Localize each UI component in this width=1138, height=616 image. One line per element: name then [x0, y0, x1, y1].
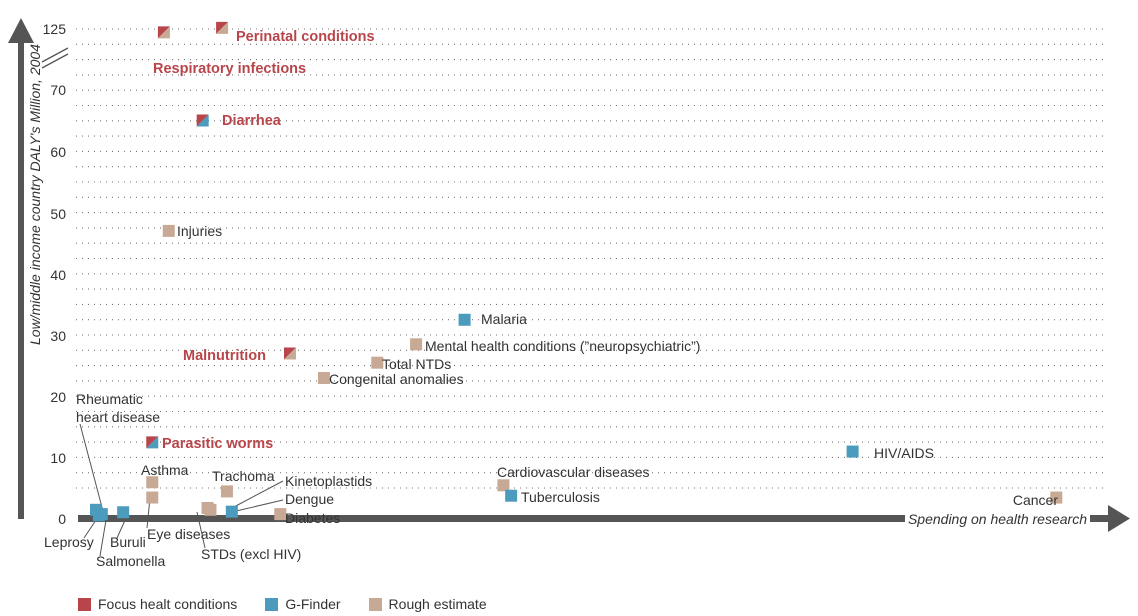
- label-kinetoplastids: Kinetoplastids: [285, 473, 372, 489]
- label-salmonella: Salmonella: [96, 553, 165, 569]
- point-respiratory-infections: [157, 26, 170, 39]
- legend-swatch-rough: [368, 597, 382, 611]
- label-respiratory-infections: Respiratory infections: [153, 61, 306, 77]
- data-points: [90, 21, 1063, 522]
- leader-line-kinetoplastids: [231, 480, 284, 509]
- legend-swatch-gfinder: [265, 597, 279, 611]
- legend-swatch-focus: [78, 597, 91, 611]
- label-mental-health-conditions-neuropsychiatric: Mental health conditions (”neuropsychiat…: [425, 338, 700, 354]
- y-tick-label: 50: [50, 206, 66, 222]
- point-salmonella: [95, 508, 108, 521]
- point-hiv-aids: [846, 445, 859, 458]
- label-diabetes: Diabetes: [285, 510, 340, 526]
- legend: Focus healt conditions G-Finder Rough es…: [78, 596, 487, 612]
- point-diabetes: [274, 508, 287, 521]
- x-axis-label: Spending on health research: [908, 511, 1087, 527]
- label-buruli: Buruli: [110, 534, 146, 550]
- point-trachoma: [220, 485, 233, 498]
- point-mental-health-conditions-neuropsychiatric: [410, 338, 423, 351]
- legend-label-gfinder: G-Finder: [285, 596, 341, 612]
- point-malaria: [458, 313, 471, 326]
- label-cancer: Cancer: [1013, 492, 1058, 508]
- label-hiv-aids: HIV/AIDS: [874, 445, 934, 461]
- y-tick-label: 20: [50, 389, 66, 405]
- label-asthma: Asthma: [141, 462, 189, 478]
- label-tuberculosis: Tuberculosis: [521, 489, 600, 505]
- grid-lines: [76, 28, 1108, 489]
- point-total-ntds: [371, 356, 384, 369]
- legend-item-gfinder: G-Finder: [265, 596, 341, 612]
- label-trachoma: Trachoma: [212, 468, 275, 484]
- y-axis-label: Low/middle income country DALY's Million…: [27, 44, 43, 345]
- point-perinatal-conditions: [216, 21, 229, 34]
- point-cancer: [1050, 491, 1063, 504]
- label-perinatal-conditions: Perinatal conditions: [236, 29, 375, 45]
- y-tick-labels: 0 10 20 30 40 50 60 70 125: [43, 21, 67, 527]
- y-tick-label: 125: [43, 21, 67, 37]
- point-kinetoplastids: [225, 505, 238, 518]
- point-diarrhea: [196, 114, 209, 127]
- legend-item-focus: Focus healt conditions: [78, 596, 237, 612]
- label-eye-diseases: Eye diseases: [147, 526, 230, 542]
- label-parasitic-worms: Parasitic worms: [162, 436, 273, 452]
- point-congenital-anomalies: [317, 372, 330, 385]
- point-injuries: [162, 224, 175, 237]
- label-diarrhea: Diarrhea: [222, 113, 282, 129]
- y-tick-label: 70: [50, 82, 66, 98]
- label-dengue: Dengue: [285, 491, 334, 507]
- label-congenital-anomalies: Congenital anomalies: [329, 371, 464, 387]
- point-cardiovascular-diseases: [497, 479, 510, 492]
- leader-line-leprosy: [83, 519, 97, 539]
- legend-label-focus: Focus healt conditions: [98, 596, 238, 612]
- point-parasitic-worms: [146, 436, 159, 449]
- legend-item-rough: Rough estimate: [368, 596, 487, 612]
- y-tick-label: 10: [50, 450, 66, 466]
- point-buruli: [117, 506, 130, 519]
- leader-line-dengue: [231, 499, 284, 513]
- y-tick-label: 0: [58, 511, 66, 527]
- point-malnutrition: [284, 347, 296, 360]
- point-labels: Perinatal conditions Respiratory infectio…: [44, 29, 1058, 569]
- point-asthma: [146, 476, 159, 489]
- label-cardiovascular-diseases: Cardiovascular diseases: [497, 464, 650, 480]
- label-stds-excl-hiv: STDs (excl HIV): [201, 546, 301, 562]
- point-dengue: [204, 503, 217, 516]
- leader-line-salmonella: [99, 519, 107, 557]
- label-malnutrition: Malnutrition: [183, 348, 266, 364]
- y-tick-label: 30: [50, 328, 66, 344]
- y-tick-label: 40: [50, 267, 66, 283]
- leader-line-rheumatic-heart-disease: [79, 423, 105, 516]
- leader-line-buruli: [116, 517, 127, 539]
- label-malaria: Malaria: [481, 311, 527, 327]
- label-injuries: Injuries: [177, 223, 222, 239]
- label-leprosy: Leprosy: [44, 534, 94, 550]
- y-tick-label: 60: [50, 144, 66, 160]
- legend-label-rough: Rough estimate: [388, 596, 487, 612]
- point-tuberculosis: [505, 489, 518, 502]
- label-total-ntds: Total NTDs: [382, 356, 451, 372]
- point-eye-diseases: [146, 491, 159, 504]
- y-axis: [8, 18, 69, 519]
- label-rheumatic-heart-disease: Rheumatic heart disease: [76, 391, 160, 425]
- leader-line-stds-excl-hiv: [196, 511, 206, 549]
- x-axis: [78, 505, 1130, 532]
